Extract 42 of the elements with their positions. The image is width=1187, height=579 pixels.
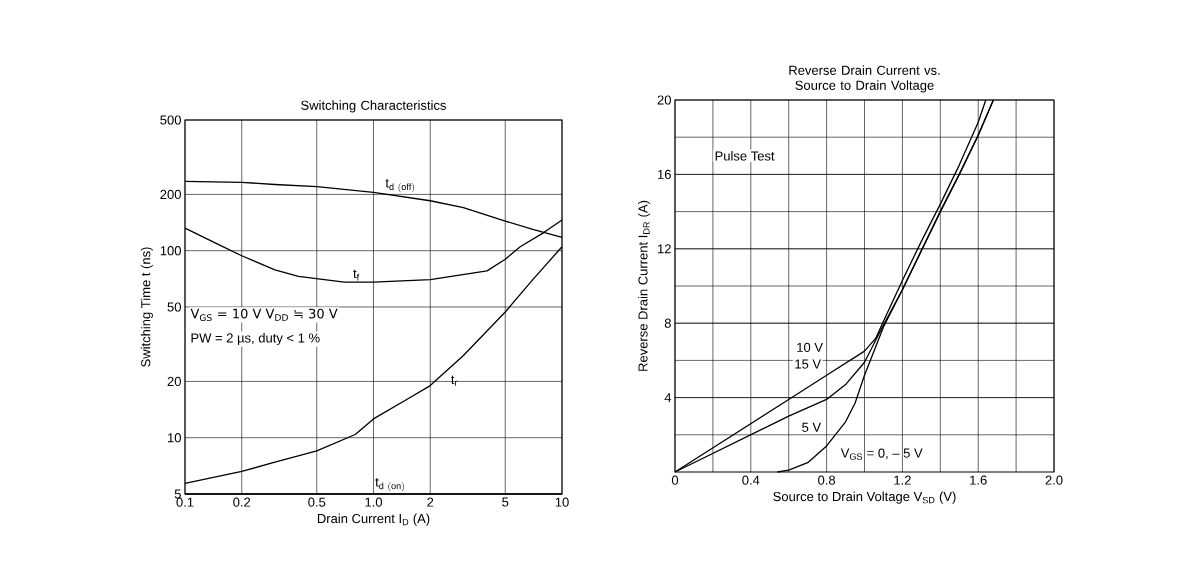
x-tick-label: 0.1 [176,497,194,507]
y-tick-label: 5 [174,489,181,499]
series-label: $\mathrm{t}_{\mathrm{d\ (off)}}$ [385,178,415,193]
series-label: $\mathrm{t}_{\mathrm{r}}$ [451,375,458,386]
y-tick-label: 50 [167,302,181,312]
x-tick-label: 0.8 [818,475,836,485]
annotation: PW = 2 µs, duty < 1 % [191,333,320,346]
y-tick-label: 100 [160,246,181,256]
x-tick-label: 0.2 [233,497,251,507]
y-tick-label: 20 [167,376,181,387]
x-tick-label: 10 [555,497,569,507]
y-axis-title: Reverse Drain Current I$_{DR}$ (A) [638,200,651,371]
x-tick-label: 5 [502,497,509,507]
x-tick-label: 0.5 [308,497,326,507]
series-label: $\mathrm{t}_{\mathrm{f}}$ [353,269,360,281]
x-axis-title: Source to Drain Voltage V$_{SD}$ (V) [773,491,956,504]
x-tick-label: 1.2 [894,475,911,485]
y-tick-label: 12 [658,244,671,254]
chart-title: Switching Characteristics [301,100,446,113]
series-label: V$_{GS}$ = 0, – 5 V [840,448,923,460]
x-tick-label: 2 [427,497,434,507]
x-tick-label: 1.6 [970,475,987,485]
x-tick-label: 1.0 [365,497,383,507]
annotation: 5 V [802,422,822,432]
annotation: Pulse Test [715,151,775,161]
y-tick-label: 8 [664,318,671,328]
y-tick-label: 4 [664,393,672,403]
annotation: 10 V [797,342,823,352]
annotation: 15 V [795,359,822,369]
y-tick-label: 200 [160,189,181,200]
series-label: $\mathrm{t}_{\mathrm{d\ (on)}}$ [375,478,404,492]
x-tick-label: 2.0 [1045,475,1063,485]
annotation: V$_{GS}$ = 10 V V$_{DD}$ ≒ 30 V [190,308,338,322]
x-tick-label: 0.4 [742,475,760,485]
y-tick-label: 500 [160,115,181,125]
x-tick-label: 0 [671,475,679,485]
y-tick-label: 20 [657,95,671,105]
chart-title: Reverse Drain Current vs. Source to Drain Voltage [789,65,940,93]
y-axis-title: Switching Time t (ns) [140,247,153,367]
y-tick-label: 10 [168,433,181,443]
y-tick-label: 16 [658,169,671,179]
x-axis-title: Drain Current I$_{D}$ (A) [317,513,430,526]
